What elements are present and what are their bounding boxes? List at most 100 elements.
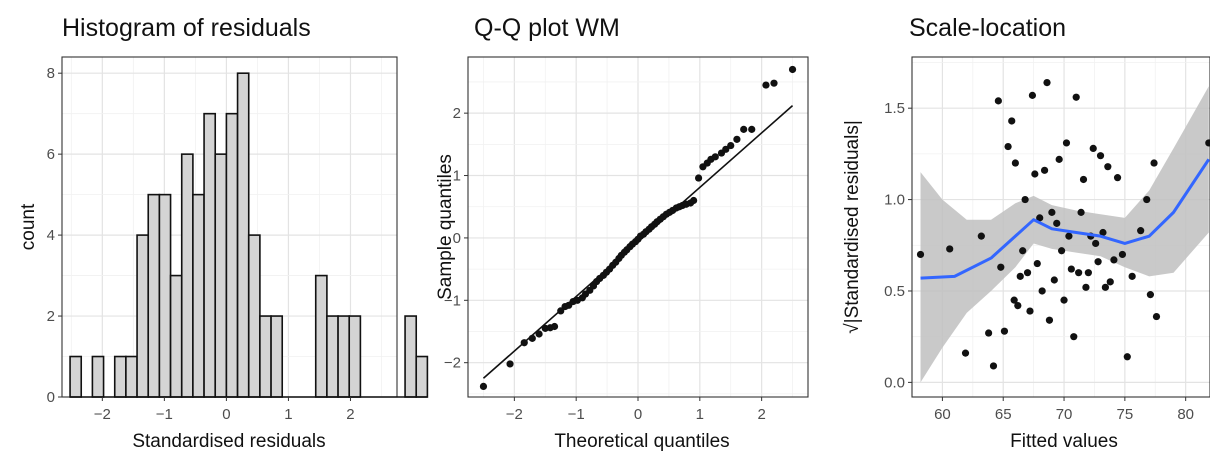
- scatter-point: [1043, 78, 1051, 87]
- scatter-point: [528, 334, 536, 342]
- scatter-point: [1082, 283, 1090, 291]
- x-tick-label: −2: [94, 406, 111, 423]
- histogram-bar: [225, 112, 239, 398]
- scatter-point: [1077, 208, 1085, 216]
- scatter-point: [1123, 353, 1131, 361]
- histogram-bar: [192, 193, 205, 398]
- y-tick-label: 0: [47, 389, 55, 406]
- y-tick-label: −1: [444, 292, 461, 309]
- x-tick-label: 80: [1177, 406, 1194, 423]
- y-tick-label: 0.5: [884, 283, 905, 300]
- histogram-bar: [125, 355, 138, 398]
- scatter-point: [1094, 258, 1102, 266]
- histogram-bar: [158, 193, 172, 398]
- scatter-point: [1060, 296, 1068, 304]
- scatter-point: [1118, 250, 1127, 259]
- histogram-bar: [136, 234, 150, 398]
- histogram-bar: [348, 315, 362, 398]
- histogram-bar: [314, 274, 328, 398]
- x-tick-label: 60: [934, 406, 951, 423]
- scatter-point: [733, 135, 741, 143]
- x-tick-label: 75: [1117, 406, 1134, 423]
- scatter-point: [994, 97, 1002, 105]
- histogram-bar: [247, 234, 261, 398]
- histogram-bar: [147, 193, 161, 398]
- x-tick-label: 1: [284, 406, 292, 423]
- x-tick-label: 1: [696, 406, 704, 423]
- x-axis-label: Standardised residuals: [132, 431, 325, 452]
- scatter-point: [985, 329, 993, 337]
- scatter-point: [1128, 272, 1136, 280]
- histogram-bar: [180, 153, 194, 398]
- y-tick-label: 8: [47, 65, 55, 82]
- scatter-point: [1014, 302, 1022, 310]
- x-tick-label: 0: [634, 406, 642, 423]
- panel-border: [911, 56, 1210, 398]
- chart-title: Q-Q plot WM: [474, 14, 620, 42]
- x-axis-label: Theoretical quantiles: [554, 431, 729, 452]
- scatter-point: [1110, 256, 1118, 264]
- scatter-point: [1084, 269, 1092, 277]
- scatter-point: [1106, 278, 1114, 286]
- scatter-point: [989, 362, 998, 370]
- y-axis-label: Sample quantiles: [435, 154, 456, 300]
- scatter-point: [770, 79, 778, 87]
- confidence-band: [920, 86, 1209, 383]
- scatter-point: [1079, 175, 1088, 184]
- histogram-bar: [259, 315, 272, 398]
- scatter-point: [550, 322, 559, 331]
- scatter-point: [788, 65, 797, 74]
- scatter-point: [1023, 269, 1032, 277]
- scatter-point: [690, 196, 698, 205]
- scatter-point: [1137, 227, 1145, 235]
- scatter-point: [1058, 247, 1066, 255]
- scatter-point: [1004, 142, 1012, 151]
- scatter-point: [722, 145, 730, 153]
- y-tick-label: 1: [453, 168, 461, 185]
- histogram-bar: [113, 355, 127, 398]
- chart-title: Scale-location: [909, 14, 1066, 42]
- scatter-point: [961, 349, 970, 357]
- histogram-bar: [69, 355, 83, 398]
- scatter-point: [1072, 93, 1080, 101]
- x-tick-label: 0: [222, 406, 230, 423]
- x-tick-label: −1: [568, 406, 585, 423]
- histogram-bar: [91, 355, 105, 398]
- histogram-bar: [337, 315, 351, 398]
- histogram-bar: [270, 315, 284, 398]
- panel-1: [58, 56, 429, 401]
- y-axis-label: √|Standardised residuals|: [842, 120, 863, 334]
- scatter-point: [740, 125, 748, 133]
- histogram-bar: [236, 72, 250, 398]
- scatter-point: [694, 174, 703, 182]
- scatter-point: [727, 141, 735, 150]
- scatter-point: [1048, 208, 1056, 216]
- panel-3: [908, 56, 1210, 401]
- scatter-point: [1104, 163, 1112, 171]
- scatter-point: [1152, 312, 1161, 321]
- smooth-line: [920, 158, 1210, 280]
- y-tick-label: 1.5: [884, 100, 905, 117]
- histogram-bar: [404, 315, 418, 398]
- scatter-point: [1021, 195, 1029, 204]
- scatter-point: [1008, 117, 1016, 125]
- scatter-point: [1011, 159, 1019, 167]
- y-tick-label: 2: [47, 308, 55, 325]
- y-tick-label: 0: [453, 230, 461, 247]
- x-tick-label: 2: [346, 406, 354, 423]
- scatter-point: [916, 250, 925, 259]
- scatter-point: [535, 330, 543, 338]
- y-tick-label: 4: [47, 227, 55, 244]
- scatter-point: [520, 339, 528, 347]
- scatter-point: [1053, 219, 1061, 227]
- scatter-point: [1062, 139, 1071, 147]
- scatter-point: [1113, 174, 1122, 182]
- panel-2: [464, 56, 809, 401]
- scatter-point: [1070, 333, 1078, 341]
- scatter-point: [1050, 276, 1058, 284]
- scatter-point: [1055, 155, 1063, 163]
- scatter-point: [1092, 239, 1100, 248]
- x-axis-label: Fitted values: [1010, 431, 1118, 452]
- scatter-point: [1026, 307, 1034, 315]
- scatter-point: [1028, 91, 1037, 99]
